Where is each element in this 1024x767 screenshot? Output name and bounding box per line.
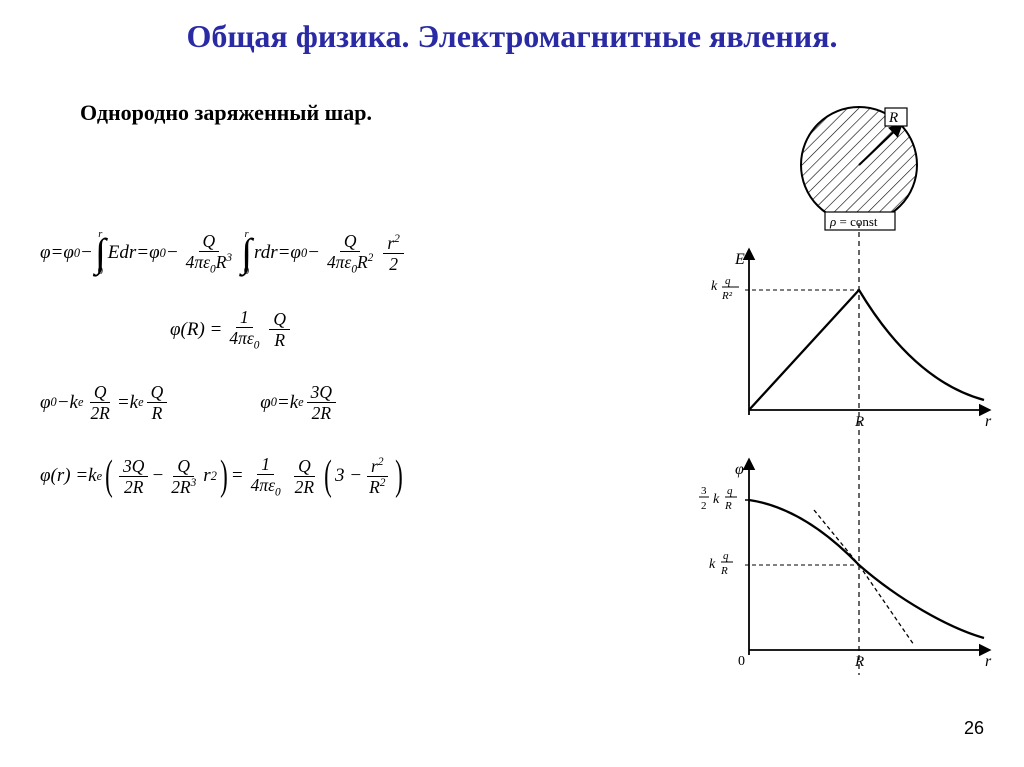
svg-text:0: 0 [738,654,745,669]
svg-text:r: r [985,653,992,670]
svg-text:R: R [854,654,864,670]
equation-1: φ = φ0 − r∫0 Edr = φ0 − Q4πε0R3 r∫0 rdr … [40,230,600,277]
physics-figure-svg: R ρ = const E r k q R² R [629,100,999,680]
figure-composite: R ρ = const E r k q R² R [629,100,999,685]
svg-text:E: E [734,251,745,268]
svg-text:R: R [720,565,728,577]
svg-text:R: R [724,500,732,512]
svg-text:q: q [723,550,729,562]
equation-2: φ(R) = 14πε0 QR [170,307,600,353]
svg-text:R²: R² [721,290,733,302]
chart-phi: φ r 0 3 2 k q R k q R R [699,460,992,670]
svg-text:r: r [985,413,992,430]
svg-text:R: R [888,110,898,126]
equations-block: φ = φ0 − r∫0 Edr = φ0 − Q4πε0R3 r∫0 rdr … [40,230,600,529]
svg-text:k: k [711,279,718,294]
chart-E: E r k q R² R [711,250,992,430]
svg-text:φ: φ [735,461,744,478]
svg-text:q: q [727,485,733,497]
svg-text:R: R [854,414,864,430]
svg-text:2: 2 [701,500,707,512]
svg-text:3: 3 [701,485,707,497]
svg-text:k: k [713,492,720,507]
svg-text:ρ = const: ρ = const [829,214,878,229]
charged-sphere-diagram: R ρ = const [801,107,917,675]
equation-4: φ(r) = ke ( 3Q2R − Q2R3 r2 ) = 14πε0 Q2R… [40,454,600,500]
svg-text:q: q [725,275,731,287]
svg-text:k: k [709,557,716,572]
slide-subtitle: Однородно заряженный шар. [80,100,372,126]
slide-title: Общая физика. Электромагнитные явления. [0,0,1024,55]
page-number: 26 [964,718,984,739]
equation-3: φ0 − ke Q2R = ke QR φ0 = ke 3Q2R [40,382,600,423]
